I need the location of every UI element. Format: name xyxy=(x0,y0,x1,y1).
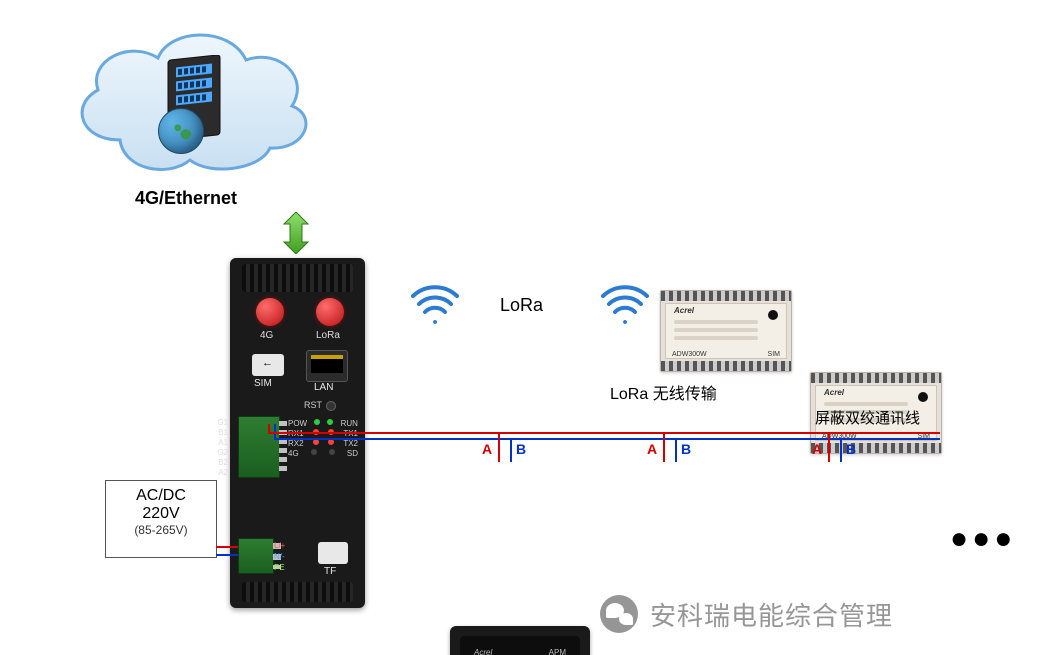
sim-slot-icon xyxy=(252,354,284,376)
power-line3: (85-265V) xyxy=(106,523,216,537)
gateway-top-vent xyxy=(242,264,353,292)
ab-label: A xyxy=(647,441,657,457)
antenna-4g-icon xyxy=(256,298,284,326)
wifi-icon xyxy=(600,280,650,330)
adw-antenna-icon xyxy=(918,392,928,402)
power-wire-blue xyxy=(216,554,238,556)
globe-icon xyxy=(158,108,204,154)
adw-brand: Acrel xyxy=(674,306,694,315)
terminal-1-pins: G1 B1 A1 G2 B2 A2 xyxy=(212,418,228,478)
bidirectional-arrow-icon xyxy=(282,212,310,254)
antenna-4g-label: 4G xyxy=(260,330,273,341)
bus-drop-blue xyxy=(510,438,512,462)
bus-drop-blue xyxy=(675,438,677,462)
antenna-lora-icon xyxy=(316,298,344,326)
adw-sim-label: SIM xyxy=(768,351,780,358)
lora-label: LoRa xyxy=(500,295,543,316)
wechat-icon xyxy=(600,595,638,633)
ab-label: A xyxy=(812,441,822,457)
power-line1: AC/DC xyxy=(106,487,216,505)
gateway-bottom-vent xyxy=(242,582,353,602)
meter-model: APM xyxy=(549,648,566,655)
bus-drop-blue xyxy=(840,438,842,462)
bus-drop-red xyxy=(828,432,830,462)
rst-label: RST xyxy=(304,400,322,410)
diagram-canvas: 4G/Ethernet 4G LoRa SIM LAN RST G1 B1 A1… xyxy=(0,0,1043,655)
cloud-label: 4G/Ethernet xyxy=(135,188,237,209)
adw-module: Acrel ADW300W SIM xyxy=(660,290,792,372)
bus-drop-red xyxy=(498,432,500,462)
terminal-block-2 xyxy=(238,538,274,574)
wechat-watermark: 安科瑞电能综合管理 xyxy=(600,595,893,633)
meter-brand: Acrel xyxy=(474,648,492,655)
tf-label: TF xyxy=(324,566,336,577)
sim-label: SIM xyxy=(254,378,272,389)
power-meter: Acrel APM Ua000.0 Ub000.0 Uc000.0 00.00 … xyxy=(450,626,590,655)
ab-label: B xyxy=(681,441,691,457)
adw-brand: Acrel xyxy=(824,388,844,397)
terminal-2-pins: L/+ N/- PE xyxy=(274,540,285,573)
power-wire-red xyxy=(216,546,238,548)
adw-model: ADW300W xyxy=(672,351,707,358)
lan-label: LAN xyxy=(314,382,333,393)
power-line2: 220V xyxy=(106,505,216,523)
adw-antenna-icon xyxy=(768,310,778,320)
wifi-icon xyxy=(410,280,460,330)
shielded-twisted-pair-label: 屏蔽双绞通讯线 xyxy=(815,407,920,428)
tf-slot-icon xyxy=(318,542,348,564)
bus-wire-red xyxy=(268,432,940,434)
lora-wireless-label: LoRa 无线传输 xyxy=(610,380,717,404)
continuation-ellipsis: ●●● xyxy=(950,522,1016,556)
ab-label: A xyxy=(482,441,492,457)
lan-port-icon xyxy=(306,350,348,382)
ab-label: B xyxy=(516,441,526,457)
antenna-lora-label: LoRa xyxy=(316,330,340,341)
watermark-text: 安科瑞电能综合管理 xyxy=(650,596,893,633)
power-supply-box: AC/DC 220V (85-265V) xyxy=(105,480,217,558)
ab-label: B xyxy=(846,441,856,457)
bus-drop-red xyxy=(663,432,665,462)
